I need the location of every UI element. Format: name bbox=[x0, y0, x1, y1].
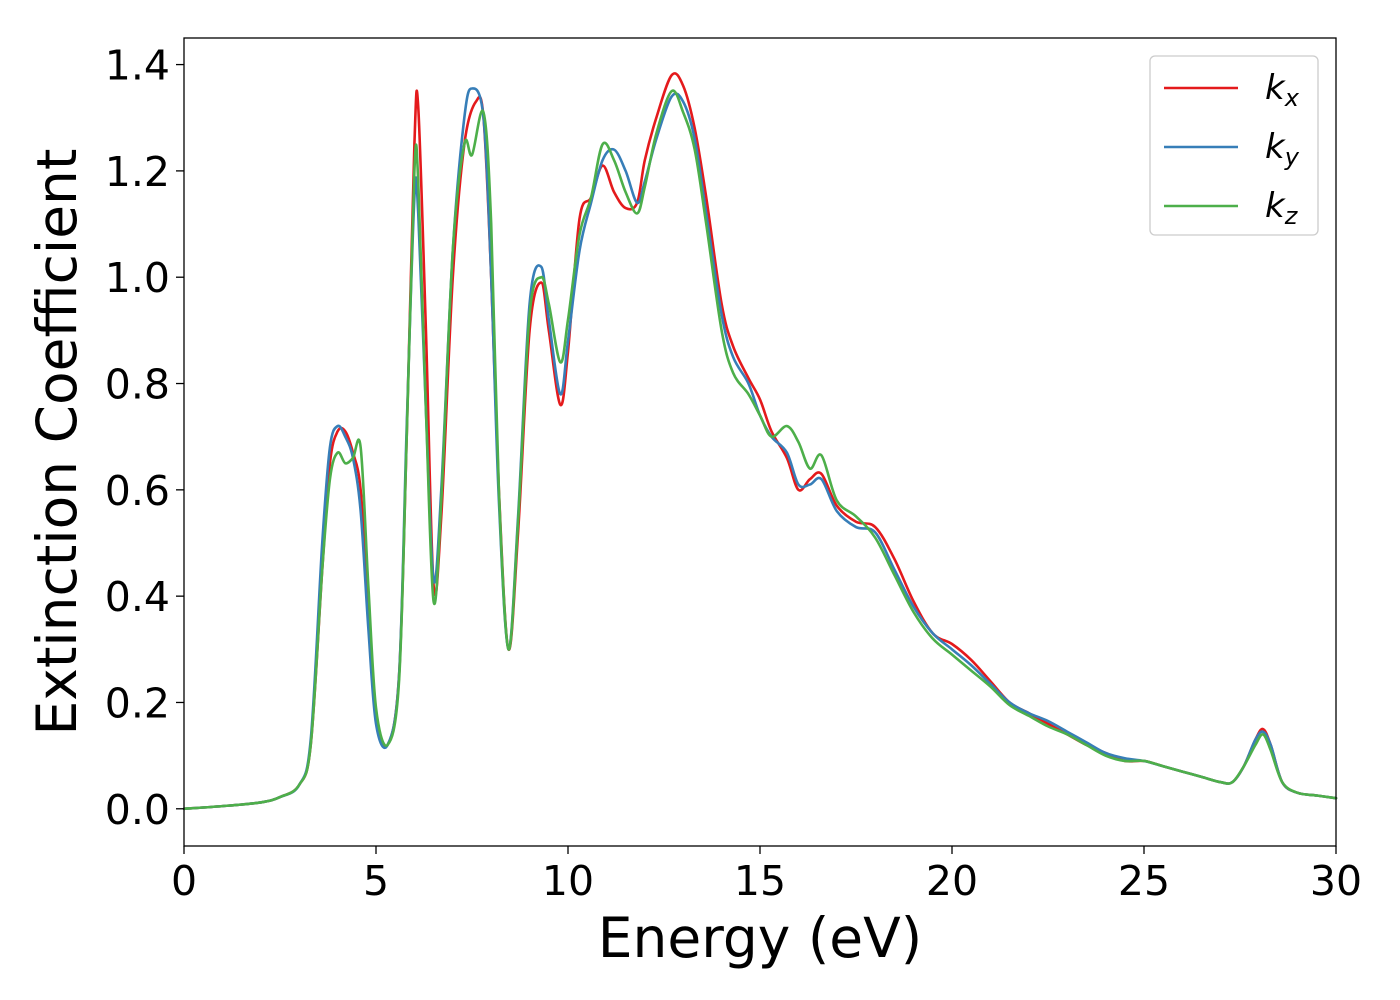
x-tick-label: 5 bbox=[363, 857, 389, 905]
x-axis-ticks: 0 5 10 15 20 25 30 bbox=[171, 846, 1362, 905]
series-line-kz bbox=[182, 89, 1338, 811]
y-axis-ticks: 0.0 0.2 0.4 0.6 0.8 1.0 1.2 1.4 bbox=[105, 42, 184, 834]
legend-label-kz: kz bbox=[1265, 186, 1299, 230]
y-tick-label: 1.2 bbox=[105, 148, 170, 196]
x-tick-label: 30 bbox=[1310, 857, 1362, 905]
legend-frame bbox=[1149, 55, 1319, 236]
x-tick-label: 0 bbox=[171, 857, 197, 905]
y-axis-label: Extinction Coefficient bbox=[25, 149, 89, 736]
y-tick-label: 1.0 bbox=[105, 254, 170, 302]
y-tick-label: 0.8 bbox=[105, 361, 170, 409]
y-tick-label: 1.4 bbox=[105, 42, 170, 90]
x-tick-label: 10 bbox=[542, 857, 594, 905]
y-tick-label: 0.4 bbox=[105, 573, 170, 621]
x-tick-label: 25 bbox=[1118, 857, 1170, 905]
x-axis-label: Energy (eV) bbox=[598, 906, 922, 970]
legend-label-ky: ky bbox=[1265, 127, 1300, 171]
x-tick-label: 15 bbox=[734, 857, 786, 905]
x-tick-label: 20 bbox=[926, 857, 978, 905]
legend-label-kx: kx bbox=[1265, 68, 1300, 112]
y-tick-label: 0.2 bbox=[105, 679, 170, 727]
y-tick-label: 0.6 bbox=[105, 467, 170, 515]
y-tick-label: 0.0 bbox=[105, 786, 170, 834]
plot-lines bbox=[182, 72, 1338, 811]
legend: kx ky kz bbox=[1149, 55, 1319, 236]
